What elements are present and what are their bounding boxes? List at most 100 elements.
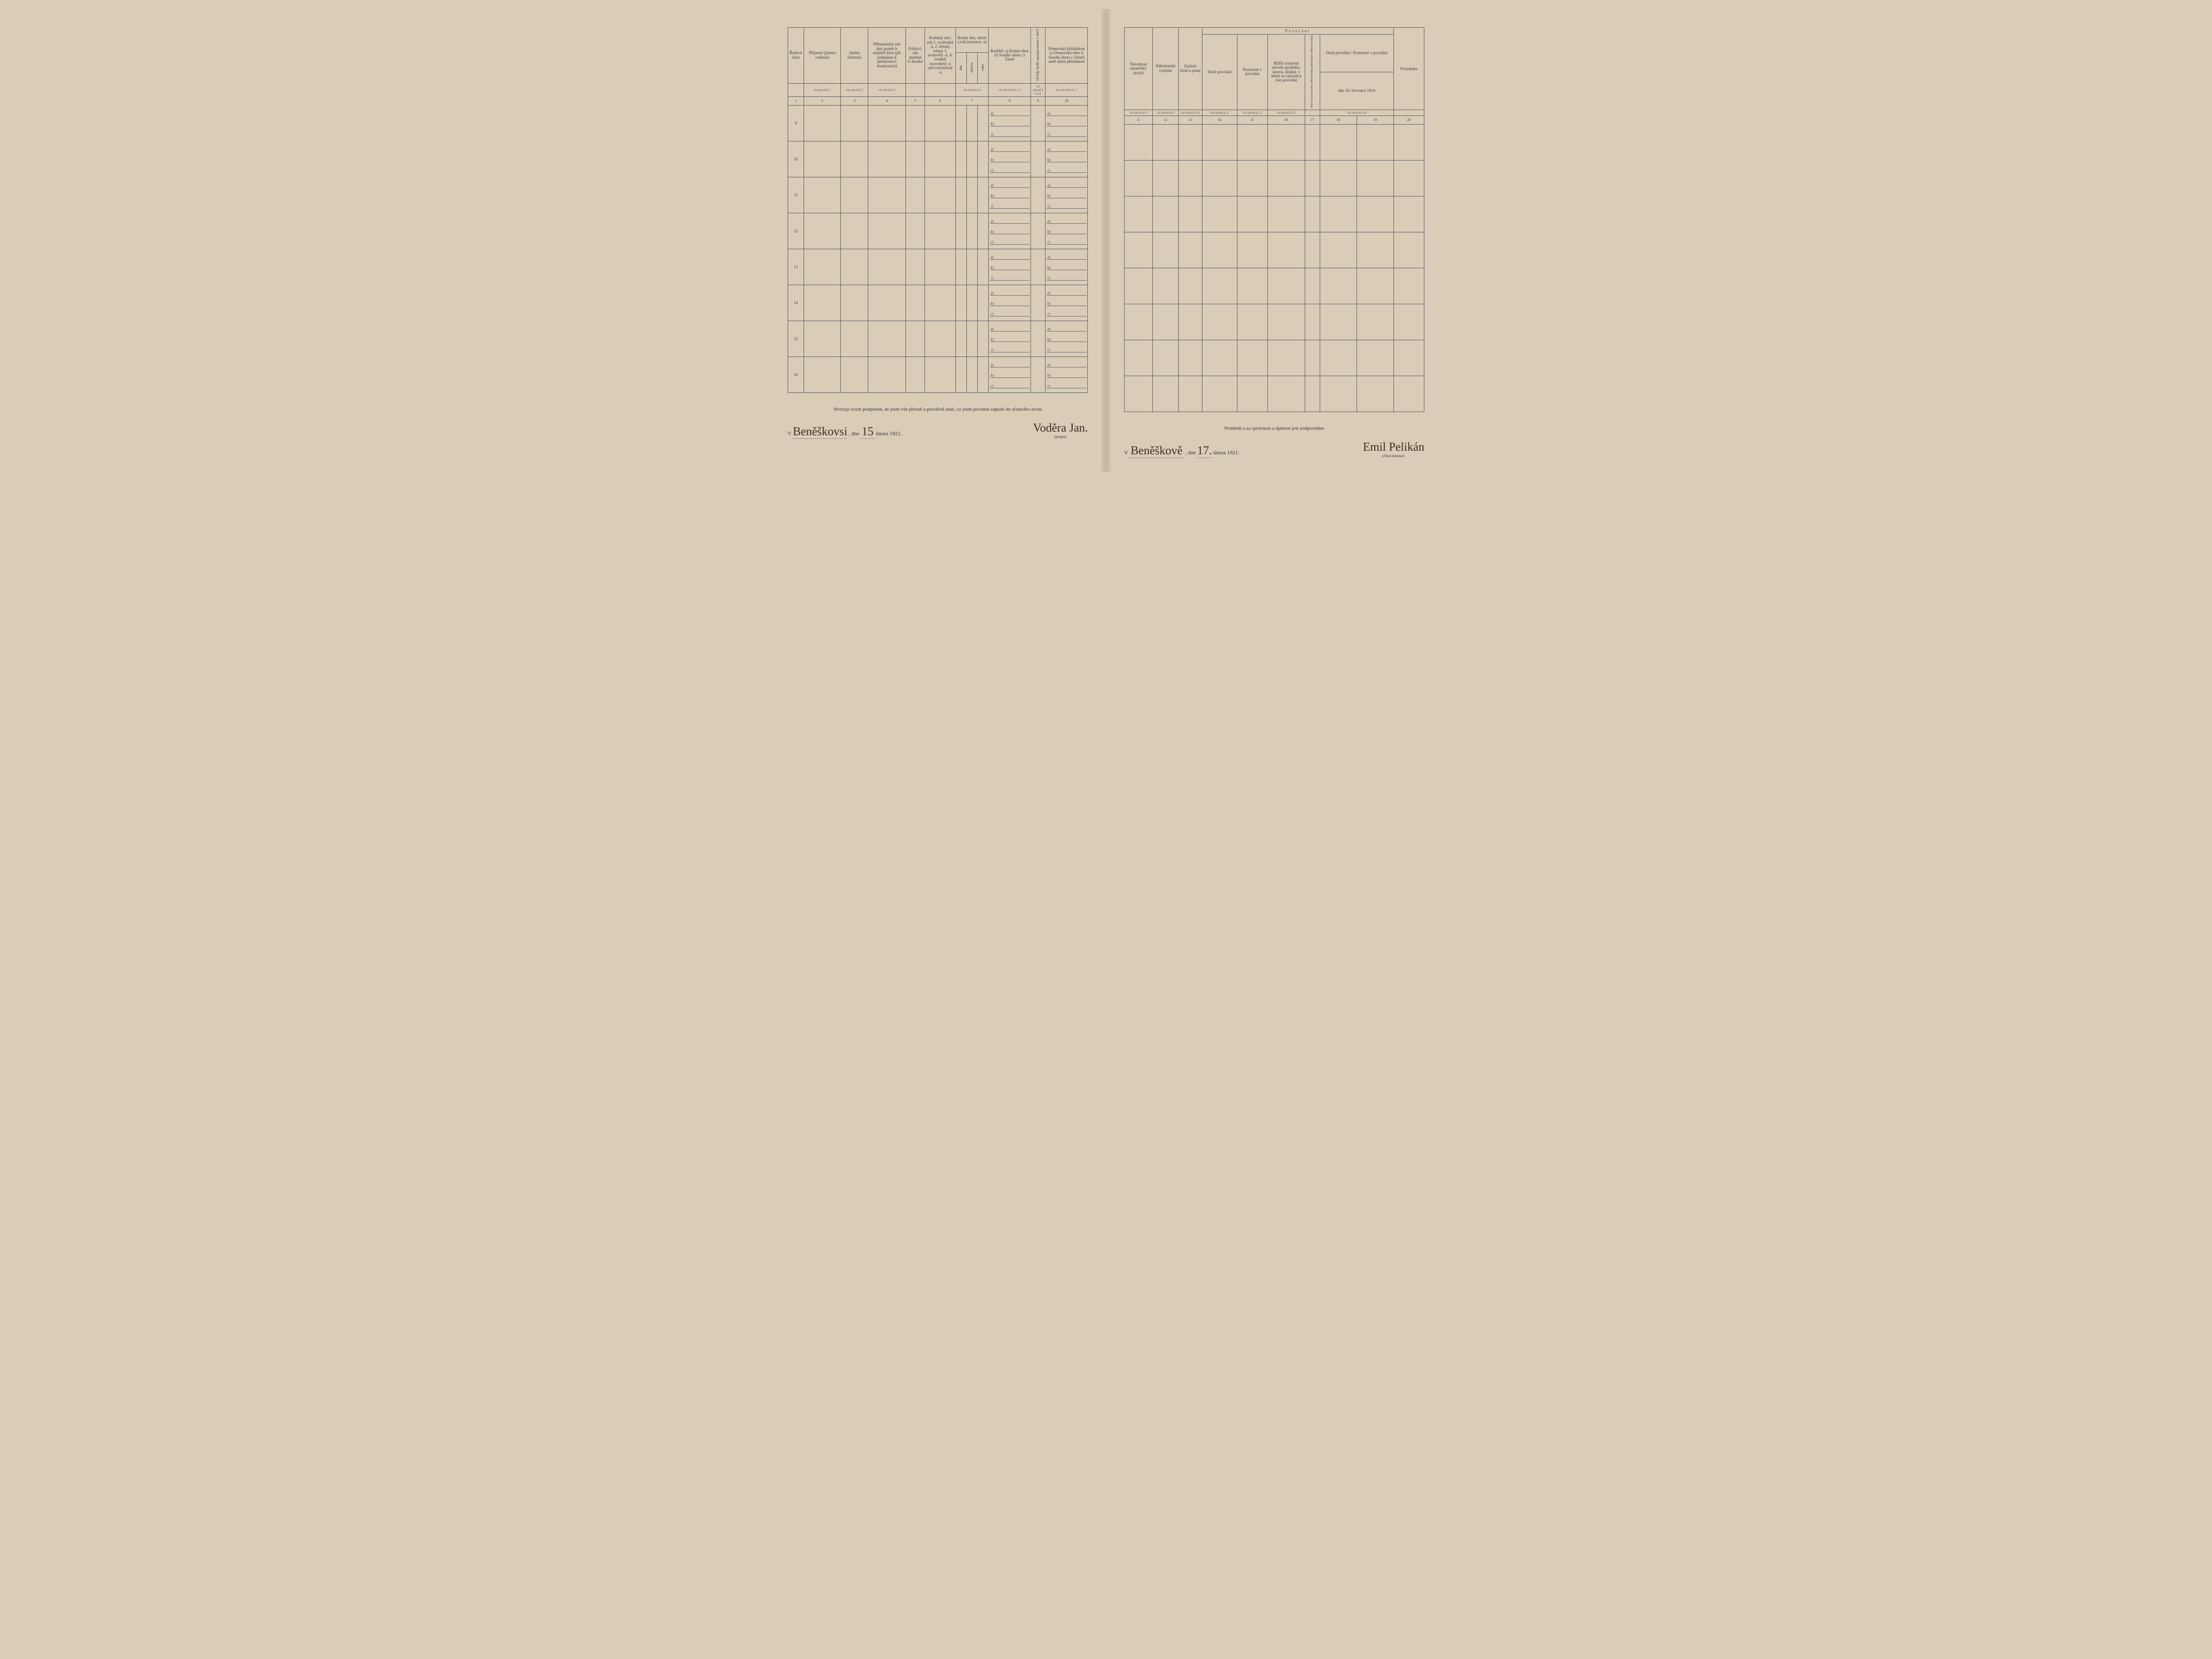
empty-cell <box>1305 232 1320 268</box>
left-table: Řadové číslo Příjmení (jméno rodinné) Jm… <box>788 27 1088 393</box>
hint-cell: viz návod § 9 <box>1152 110 1178 116</box>
empty-cell <box>978 105 989 141</box>
empty-cell <box>905 141 925 177</box>
table-row <box>1124 124 1424 160</box>
hint-cell: viz návod § 2 <box>841 83 868 96</box>
col-header-10: Domovská příslušnost (a Domovská obec b … <box>1046 28 1088 84</box>
left-sig-day: 15 <box>861 425 875 439</box>
row-number: 11 <box>788 177 804 213</box>
hint-cell <box>925 83 955 96</box>
empty-cell <box>1237 340 1267 376</box>
empty-cell <box>1320 124 1357 160</box>
empty-cell <box>868 213 905 249</box>
birthplace-cell: a)b)c) <box>989 249 1031 285</box>
colnum: 20 <box>1394 116 1424 124</box>
colnum: 4 <box>868 96 905 105</box>
col-header-2: Příjmení (jméno rodinné) <box>804 28 840 84</box>
right-sig-place: Beněškově <box>1129 444 1184 458</box>
empty-cell <box>966 249 977 285</box>
row-number: 13 <box>788 249 804 285</box>
empty-cell <box>1394 268 1424 304</box>
table-row: 11a)b)c)a)b)c) <box>788 177 1088 213</box>
empty-cell <box>955 213 966 249</box>
empty-cell <box>955 141 966 177</box>
colnum: 12 <box>1152 116 1178 124</box>
empty-cell <box>1124 340 1152 376</box>
empty-cell <box>1305 196 1320 232</box>
hint-cell: viz návod § 8 <box>1124 110 1152 116</box>
empty-cell <box>1357 160 1393 196</box>
empty-cell <box>1031 213 1045 249</box>
empty-cell <box>1202 340 1237 376</box>
right-table: Národnost (mateřský jazyk) Náboženské vy… <box>1124 27 1424 412</box>
empty-cell <box>1237 124 1267 160</box>
empty-cell <box>1320 268 1357 304</box>
empty-cell <box>1031 105 1045 141</box>
row-number: 12 <box>788 213 804 249</box>
col-header-povolani: Povolání <box>1202 28 1393 35</box>
colnum: 1 <box>788 96 804 105</box>
hint-cell: viz návod § 4 a 5 <box>989 83 1031 96</box>
empty-cell <box>868 177 905 213</box>
domicile-cell: a)b)c) <box>1046 321 1088 357</box>
table-row <box>1124 304 1424 340</box>
colnum: 18 <box>1320 116 1357 124</box>
empty-cell <box>1237 160 1267 196</box>
empty-cell <box>1394 340 1424 376</box>
empty-cell <box>1152 376 1178 412</box>
empty-cell <box>1320 160 1357 196</box>
col-header-1914-date: dne 16. července 1914 <box>1320 72 1393 110</box>
domicile-cell: a)b)c) <box>1046 249 1088 285</box>
table-row: 13 a)b)c) a)b)c) <box>788 249 1088 285</box>
empty-cell <box>1267 124 1305 160</box>
empty-cell <box>804 213 840 249</box>
right-page: Národnost (mateřský jazyk) Náboženské vy… <box>1111 9 1438 472</box>
table-row: 15a)b)c)a)b)c) <box>788 321 1088 357</box>
empty-cell <box>1124 376 1152 412</box>
empty-cell <box>978 357 989 392</box>
hint-cell <box>788 83 804 96</box>
empty-cell <box>1394 160 1424 196</box>
colnum: 10 <box>1046 96 1088 105</box>
empty-cell <box>1202 304 1237 340</box>
empty-cell <box>1267 304 1305 340</box>
colnum: 5 <box>905 96 925 105</box>
empty-cell <box>955 285 966 321</box>
empty-cell <box>1305 124 1320 160</box>
empty-cell <box>905 285 925 321</box>
birthplace-cell: a)b)c) <box>989 285 1031 321</box>
col-header-14: Druh povolání <box>1202 35 1237 110</box>
col-header-15: Postavení v povolání <box>1237 35 1267 110</box>
empty-cell <box>841 105 868 141</box>
colnum: 8 <box>989 96 1031 105</box>
table-row <box>1124 232 1424 268</box>
empty-cell <box>966 321 977 357</box>
empty-cell <box>905 321 925 357</box>
birthplace-cell: a)b)c) <box>989 357 1031 392</box>
empty-cell <box>1152 124 1178 160</box>
empty-cell <box>1320 340 1357 376</box>
birthplace-cell: a)b)c) <box>989 177 1031 213</box>
empty-cell <box>1267 268 1305 304</box>
left-footer: Stvrzuji svým podpisem, že jsem vše přes… <box>788 407 1088 439</box>
table-row <box>1124 376 1424 412</box>
hint-cell <box>1394 110 1424 116</box>
empty-cell <box>1202 376 1237 412</box>
col-header-5: Pohlaví, zda mužské či ženské <box>905 28 925 84</box>
table-row: 9a)b)c)a)b)c) <box>788 105 1088 141</box>
empty-cell <box>905 249 925 285</box>
empty-cell <box>925 141 955 177</box>
col-header-17: Má-li zapsaná osoba vedle hlavního ještě… <box>1305 35 1320 110</box>
empty-cell <box>1305 376 1320 412</box>
hint-cell: viz návod § 14 <box>1320 110 1393 116</box>
row-number: 9 <box>788 105 804 141</box>
empty-cell <box>1031 177 1045 213</box>
empty-cell <box>1031 249 1045 285</box>
empty-cell <box>1394 232 1424 268</box>
hint-cell: viz návod § 3 <box>868 83 905 96</box>
col-header-7c: roku <box>978 53 989 83</box>
table-row: 16a)b)c)a)b)c) <box>788 357 1088 392</box>
col-header-4: Příbuzenský neb jiný poměr k majiteli by… <box>868 28 905 84</box>
empty-cell <box>1357 196 1393 232</box>
left-sig-place-block: V Beněškovsi , dne 15 února 1921. <box>788 425 902 439</box>
